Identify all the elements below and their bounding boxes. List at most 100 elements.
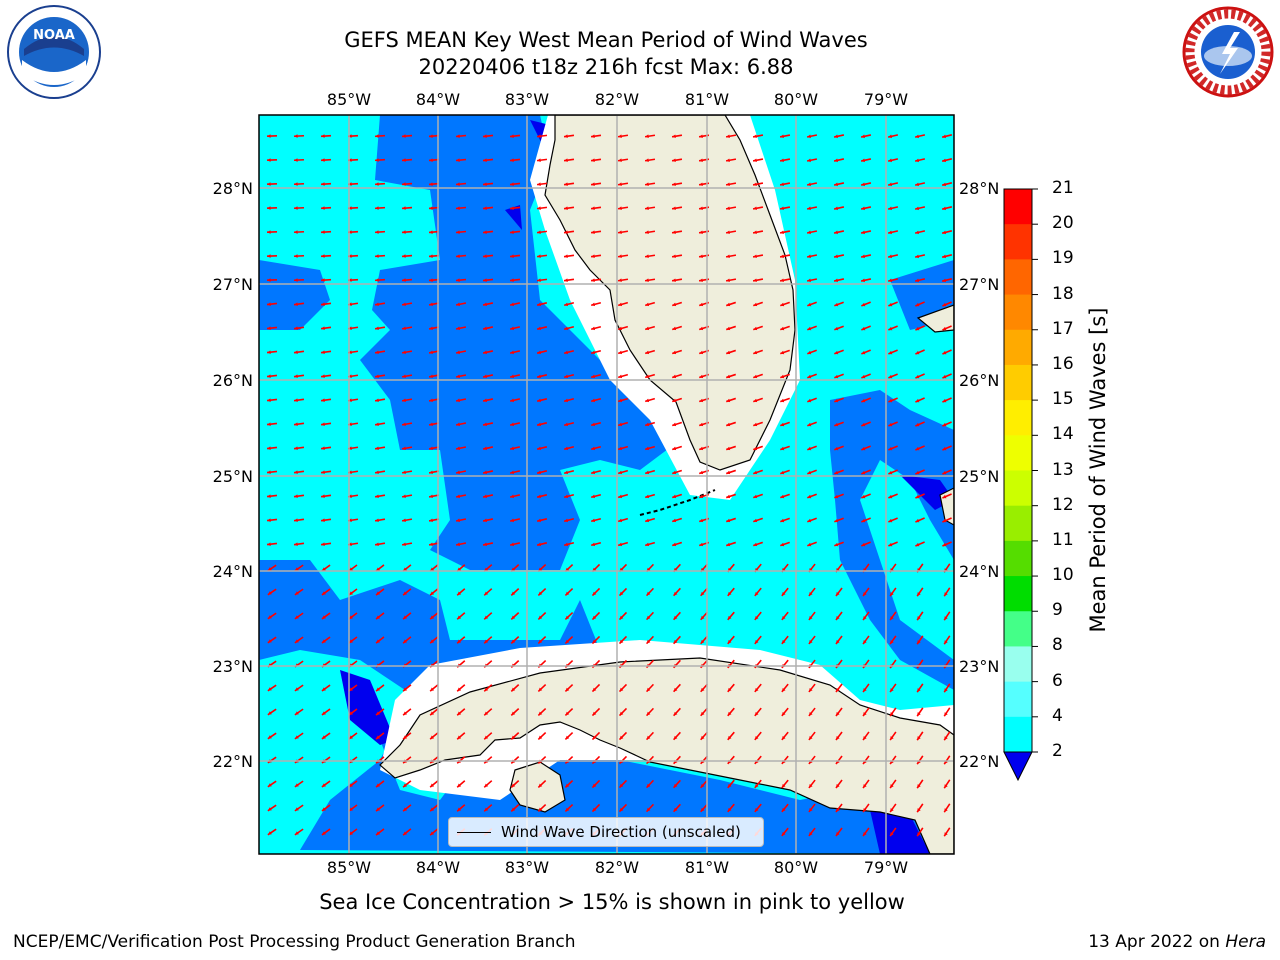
wave-direction-arrowhead bbox=[483, 374, 487, 379]
wave-direction-arrowhead bbox=[348, 374, 352, 379]
wave-direction-arrowhead bbox=[673, 711, 678, 716]
wave-direction-arrowhead bbox=[673, 639, 678, 644]
wave-direction-arrowhead bbox=[348, 518, 352, 523]
wave-direction-arrowhead bbox=[429, 326, 433, 331]
wave-direction-arrowhead bbox=[861, 134, 865, 139]
wave-direction-arrowhead bbox=[267, 398, 271, 402]
wave-direction-arrowhead bbox=[807, 134, 811, 139]
wave-direction-arrowhead bbox=[781, 615, 786, 620]
wave-direction-arrowhead bbox=[348, 494, 352, 499]
wave-direction-arrowhead bbox=[834, 446, 839, 451]
wave-direction-arrowhead bbox=[807, 470, 812, 475]
wave-direction-arrowhead bbox=[726, 494, 731, 499]
wave-direction-arrowhead bbox=[565, 615, 570, 620]
wave-direction-arrowhead bbox=[402, 206, 406, 210]
wave-direction-arrowhead bbox=[700, 735, 705, 740]
field-2-4-south bbox=[259, 560, 954, 854]
wave-direction-arrowhead bbox=[917, 736, 921, 741]
wave-direction-arrowhead bbox=[890, 712, 894, 717]
wave-direction-arrowhead bbox=[484, 615, 489, 620]
wave-direction-arrowhead bbox=[753, 422, 758, 427]
wave-direction-arrowhead bbox=[808, 616, 813, 620]
wave-direction-arrowhead bbox=[618, 182, 622, 187]
colorbar-tick-label: 19 bbox=[1052, 248, 1074, 269]
wave-direction-arrowhead bbox=[484, 735, 489, 740]
wave-direction-arrowhead bbox=[618, 374, 623, 379]
wave-direction-arrowhead bbox=[888, 302, 893, 307]
wave-direction-arrowhead bbox=[403, 735, 408, 740]
wave-direction-arrowhead bbox=[564, 422, 569, 427]
wave-direction-arrowhead bbox=[863, 640, 867, 645]
wave-direction-arrowhead bbox=[484, 639, 489, 644]
wave-direction-arrowhead bbox=[808, 736, 813, 740]
wave-direction-arrowhead bbox=[780, 206, 784, 211]
wave-direction-arrowhead bbox=[673, 615, 678, 620]
wave-direction-arrowhead bbox=[429, 182, 433, 186]
colorbar-segment bbox=[1004, 681, 1032, 718]
lon-label-top: 83°W bbox=[505, 90, 549, 109]
wave-direction-arrowhead bbox=[376, 567, 380, 572]
wave-direction-arrowhead bbox=[591, 302, 596, 307]
wave-direction-arrowhead bbox=[807, 206, 811, 211]
lon-label-top: 79°W bbox=[864, 90, 908, 109]
wave-direction-arrowhead bbox=[267, 591, 272, 595]
wave-direction-arrowhead bbox=[375, 206, 379, 210]
wave-direction-arrowhead bbox=[565, 591, 570, 596]
wave-direction-arrowhead bbox=[672, 206, 676, 211]
wave-direction-arrowhead bbox=[511, 711, 516, 716]
wave-direction-arrowhead bbox=[944, 784, 948, 789]
wave-direction-arrowhead bbox=[510, 278, 514, 282]
wave-direction-arrowhead bbox=[592, 735, 597, 740]
wave-direction-arrowhead bbox=[321, 422, 325, 427]
wave-direction-arrowhead bbox=[591, 182, 595, 186]
wave-direction-arrowhead bbox=[429, 494, 433, 499]
wave-direction-arrowhead bbox=[456, 230, 460, 234]
wave-direction-arrowhead bbox=[888, 158, 893, 163]
wave-direction-arrowhead bbox=[591, 158, 595, 162]
wave-direction-arrowhead bbox=[321, 230, 325, 234]
colorbar-tick-label: 4 bbox=[1052, 705, 1063, 726]
wave-direction-arrowhead bbox=[753, 542, 758, 547]
wave-direction-arrowhead bbox=[591, 134, 595, 138]
wave-direction-arrowhead bbox=[888, 206, 893, 211]
wave-direction-arrowhead bbox=[483, 494, 487, 499]
wave-direction-arrowhead bbox=[780, 542, 785, 547]
wave-direction-arrowhead bbox=[510, 158, 514, 162]
wave-direction-arrowhead bbox=[537, 518, 542, 523]
colorbar-segment bbox=[1004, 364, 1032, 401]
lon-label-bottom: 83°W bbox=[505, 858, 549, 877]
wave-direction-arrowhead bbox=[646, 615, 651, 620]
wave-direction-arrowhead bbox=[538, 591, 543, 596]
wave-direction-arrowhead bbox=[942, 518, 947, 523]
wave-direction-arrowhead bbox=[753, 206, 757, 211]
wave-direction-arrowhead bbox=[754, 807, 759, 812]
sea-ice-note: Sea Ice Concentration > 15% is shown in … bbox=[319, 890, 905, 914]
wave-direction-arrowhead bbox=[780, 374, 785, 379]
wave-direction-arrowhead bbox=[834, 518, 839, 523]
colorbar-segment bbox=[1004, 294, 1032, 331]
wave-direction-arrowhead bbox=[294, 807, 299, 811]
wave-direction-arrowhead bbox=[917, 616, 921, 621]
wave-direction-arrowhead bbox=[781, 735, 786, 740]
wave-direction-arrowhead bbox=[780, 302, 785, 307]
wave-direction-arrowhead bbox=[537, 374, 542, 379]
wave-direction-arrowhead bbox=[672, 470, 677, 475]
wave-direction-arrowhead bbox=[699, 206, 703, 211]
wave-direction-arrowhead bbox=[645, 158, 649, 163]
wave-direction-arrowhead bbox=[294, 134, 298, 138]
wave-direction-arrowhead bbox=[348, 542, 352, 547]
wave-direction-arrowhead bbox=[376, 615, 380, 620]
wave-direction-arrowhead bbox=[780, 158, 784, 163]
wave-direction-arrowhead bbox=[672, 422, 677, 427]
wave-direction-arrowhead bbox=[834, 158, 838, 163]
wave-direction-arrowhead bbox=[456, 158, 460, 162]
wave-direction-arrowhead bbox=[538, 711, 543, 716]
wave-direction-arrowhead bbox=[402, 158, 406, 162]
wave-direction-arrowhead bbox=[537, 182, 541, 186]
wave-direction-arrowhead bbox=[834, 374, 839, 379]
wave-direction-arrowhead bbox=[403, 807, 408, 812]
wave-direction-arrowhead bbox=[861, 206, 865, 211]
wave-direction-arrowhead bbox=[915, 494, 920, 499]
wave-direction-arrowhead bbox=[402, 446, 406, 451]
wave-direction-arrowhead bbox=[888, 182, 893, 187]
